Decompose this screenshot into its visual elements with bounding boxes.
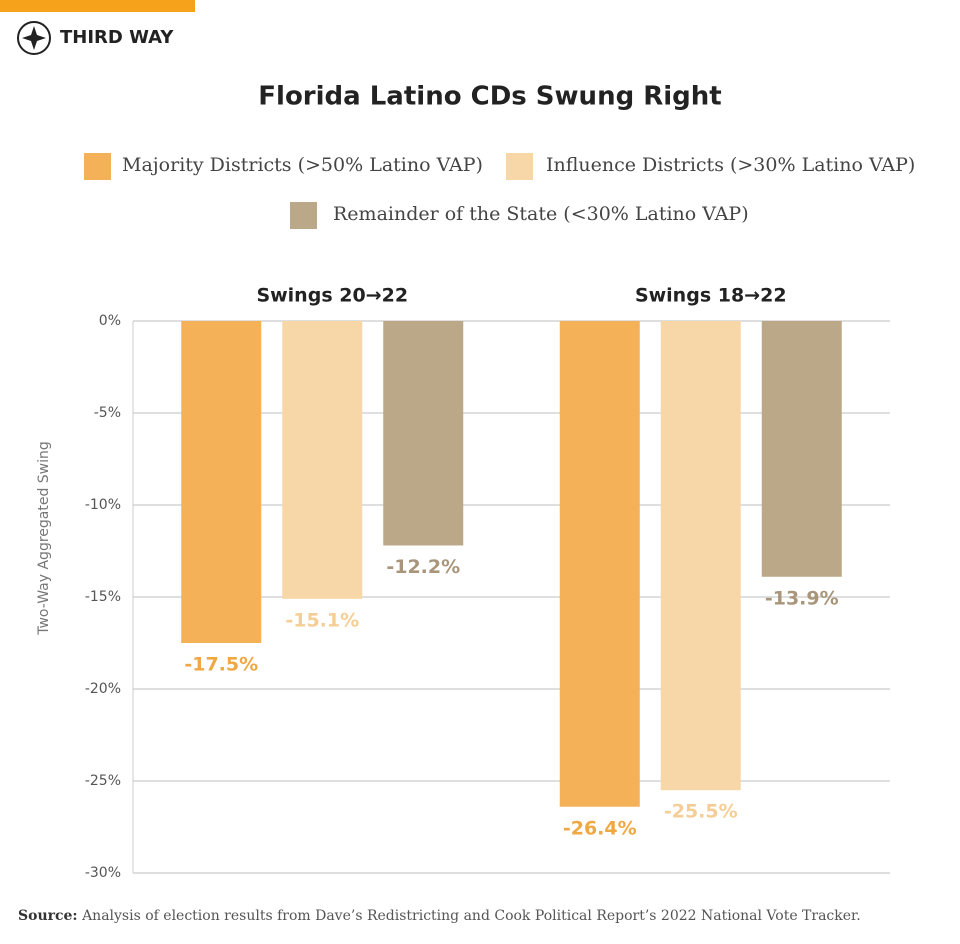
legend-label: Remainder of the State (<30% Latino VAP) <box>333 203 749 225</box>
bar <box>383 321 464 546</box>
brand: THIRD WAY <box>60 27 174 48</box>
value-label: -25.5% <box>664 801 738 823</box>
bar <box>282 321 363 599</box>
y-axis-label: Two-Way Aggregated Swing <box>36 441 52 636</box>
bar <box>761 321 842 577</box>
value-label: -26.4% <box>563 817 637 839</box>
value-label: -13.9% <box>765 587 839 609</box>
category-label: Swings 18→22 <box>635 285 787 307</box>
source-text: Analysis of election results from Dave’s… <box>81 908 861 924</box>
y-tick-label: -15% <box>85 589 121 605</box>
category-label: Swings 20→22 <box>256 285 408 307</box>
bar <box>181 321 262 643</box>
y-tick-label: -25% <box>85 773 121 789</box>
legend-swatch <box>506 153 533 180</box>
bar <box>660 321 741 791</box>
y-tick-label: -5% <box>94 405 121 421</box>
chart-title: Florida Latino CDs Swung Right <box>258 82 721 112</box>
y-tick-label: -30% <box>85 865 121 881</box>
y-tick-label: -20% <box>85 681 121 697</box>
legend-swatch <box>84 153 111 180</box>
y-tick-label: 0% <box>99 313 121 329</box>
source: Source: Analysis of election results fro… <box>18 908 861 924</box>
bar <box>559 321 640 807</box>
value-label: -15.1% <box>285 609 359 631</box>
legend-label: Majority Districts (>50% Latino VAP) <box>122 154 483 176</box>
legend-swatch <box>290 202 317 229</box>
y-tick-label: -10% <box>85 497 121 513</box>
value-label: -17.5% <box>184 654 258 676</box>
brand-bar <box>0 0 195 12</box>
value-label: -12.2% <box>386 556 460 578</box>
logo <box>17 21 51 55</box>
source-label: Source: <box>18 908 78 924</box>
legend-label: Influence Districts (>30% Latino VAP) <box>546 154 915 176</box>
